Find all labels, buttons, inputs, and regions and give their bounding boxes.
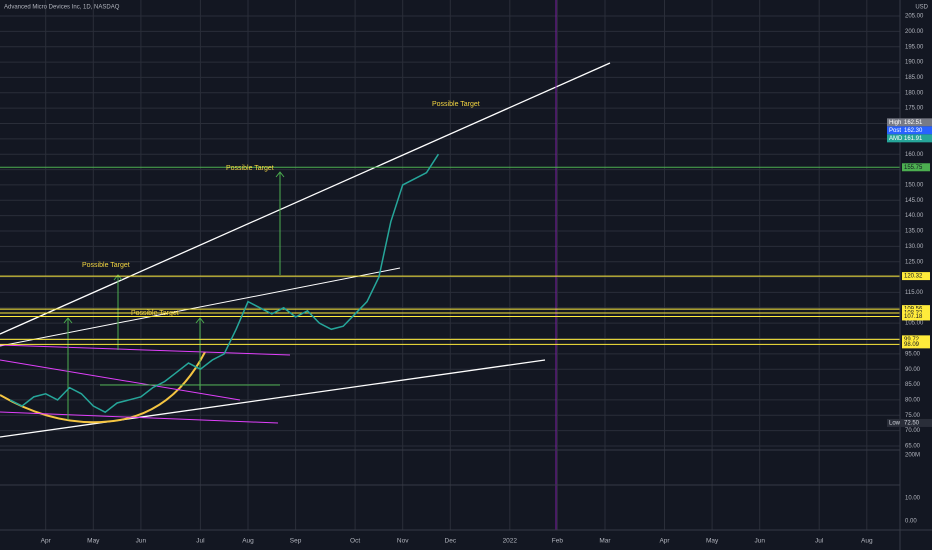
y-tick-label: 175.00 [905,106,924,112]
x-tick-label: Nov [397,538,409,545]
drawings [0,0,611,530]
y-tick-label: 105.00 [905,321,924,327]
macd-tick: 10.00 [905,496,921,502]
y-tick-label: 140.00 [905,213,924,219]
channel-line [0,411,279,424]
price-marker-value: 161.91 [904,136,923,142]
y-tick-label: 145.00 [905,198,924,204]
x-tick-label: Jun [136,538,147,545]
annotation: Possible Target [131,310,179,317]
y-tick-label: 150.00 [905,183,924,189]
x-tick-label: Apr [659,538,670,545]
price-axis: 65.0070.0075.0080.0085.0090.0095.00100.0… [887,14,932,450]
y-tick-label: 205.00 [905,14,924,20]
x-tick-label: May [706,538,719,545]
annotation: Possible Target [82,262,130,269]
x-tick-label: Apr [41,538,52,545]
level-tag [902,312,930,321]
price-marker [887,126,932,135]
currency: USD [915,5,928,11]
level-label: 98.09 [904,342,920,348]
level-label: 120.32 [904,274,923,280]
x-tick-label: Jun [754,538,765,545]
level-label: 155.75 [904,165,923,171]
x-tick-label: May [87,538,100,545]
channel-line [0,359,241,401]
x-tick-label: Aug [861,538,873,545]
price-marker [887,134,932,143]
y-tick-label: 160.00 [905,152,924,158]
price-marker-value: 162.30 [904,128,923,134]
level-label: 107.18 [904,314,923,320]
x-tick-label: Jul [196,538,205,545]
y-tick-label: 75.00 [905,413,921,419]
chart-title: Advanced Micro Devices Inc, 1D, NASDAQ [4,5,120,11]
y-tick-label: 125.00 [905,259,924,265]
x-tick-label: 2022 [503,538,518,545]
x-tick-label: Sep [290,538,302,545]
y-tick-label: 115.00 [905,290,924,296]
level-tag [902,272,930,281]
low-name: Low [889,421,901,427]
level-tag [902,340,930,349]
y-tick-label: 135.00 [905,229,924,235]
grid [0,0,900,530]
channel-line [0,344,291,356]
price-line [9,153,440,414]
y-tick-label: 65.00 [905,444,921,450]
levels [0,166,900,345]
annotation: Possible Target [432,101,480,108]
cup-arc [0,351,206,424]
trend-line [0,267,401,347]
y-tick-label: 70.00 [905,428,921,434]
low-value: 72.50 [904,421,920,427]
y-tick-label: 185.00 [905,75,924,81]
x-tick-label: Aug [242,538,254,545]
trend-line [0,62,611,335]
x-tick-label: Oct [350,538,360,545]
level-label: 99.72 [904,337,920,343]
y-tick-label: 130.00 [905,244,924,250]
x-tick-label: Dec [445,538,457,545]
y-tick-label: 190.00 [905,60,924,66]
price-marker-name: High [889,120,901,126]
x-tick-label: Jul [815,538,824,545]
y-tick-label: 90.00 [905,367,921,373]
y-tick-label: 80.00 [905,398,921,404]
y-tick-label: 180.00 [905,90,924,96]
x-tick-label: Feb [552,538,564,545]
y-tick-label: 85.00 [905,382,921,388]
level-tag [902,335,930,344]
annotation: Possible Target [226,165,274,172]
price-marker-name: AMD [889,136,903,142]
x-tick-label: Mar [599,538,611,545]
price-marker-name: Post [889,128,901,134]
y-tick-label: 200.00 [905,29,924,35]
volume-label: 200M [905,453,920,459]
level-tag [902,163,930,172]
price-marker-value: 162.51 [904,120,923,126]
price-marker [887,118,932,127]
plot [9,153,440,414]
trend-line [0,359,546,438]
low-marker [887,418,932,427]
y-tick-label: 95.00 [905,351,921,357]
y-tick-label: 195.00 [905,44,924,50]
macd-tick: 0.00 [905,519,917,525]
